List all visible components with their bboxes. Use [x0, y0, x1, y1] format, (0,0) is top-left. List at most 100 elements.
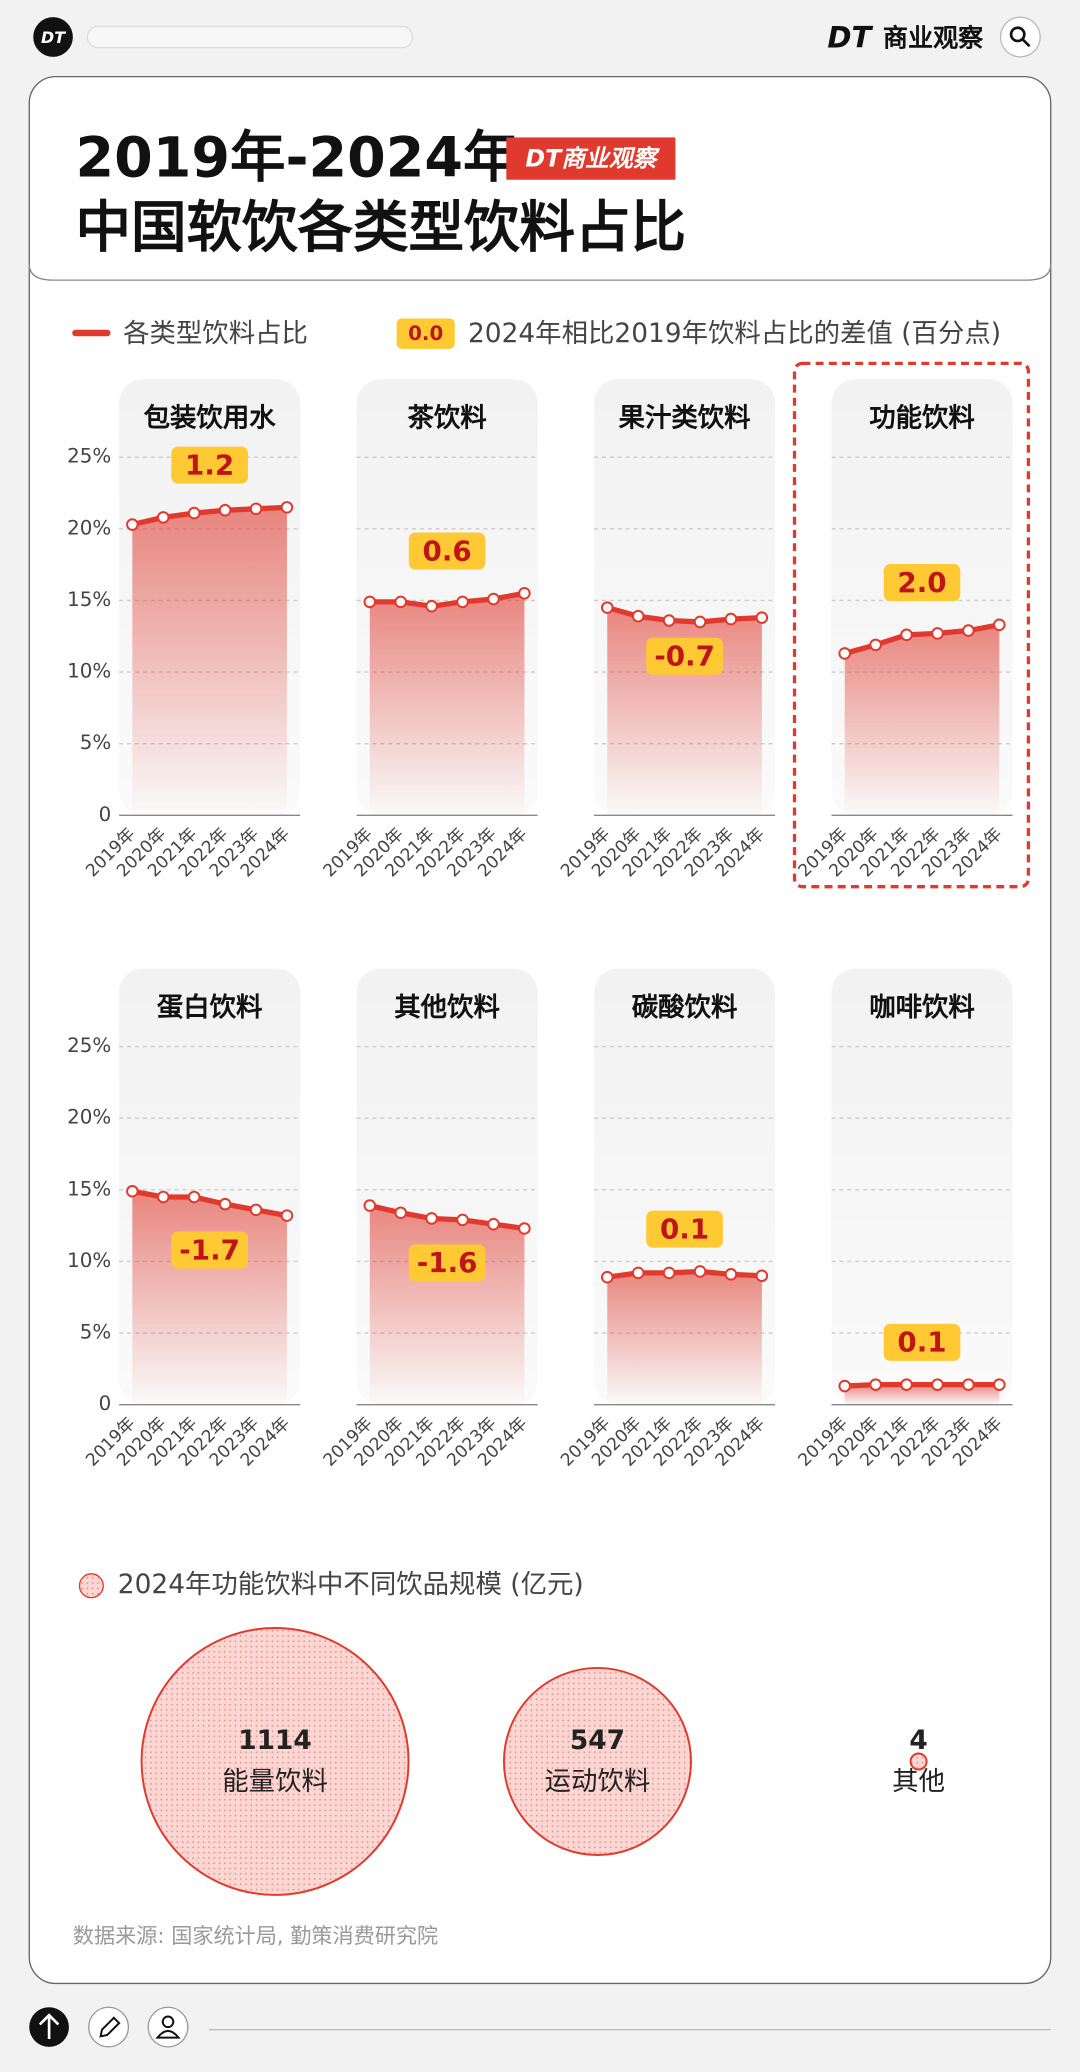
point — [280, 1209, 294, 1222]
bubble-value: 547 — [570, 1725, 625, 1756]
change-label: 0.1 — [897, 1326, 946, 1359]
point — [156, 511, 170, 524]
point — [900, 628, 913, 642]
area — [844, 1384, 1000, 1405]
point — [126, 518, 139, 531]
search-button[interactable] — [999, 16, 1041, 58]
bubble — [502, 1666, 692, 1856]
point — [456, 1213, 469, 1227]
point — [394, 595, 407, 609]
panel-title: 包装饮用水 — [144, 402, 277, 433]
bubble-name: 运动饮料 — [545, 1766, 651, 1797]
area — [132, 1191, 287, 1405]
legend-text: 各类型饮料占比 — [123, 318, 308, 349]
edit-button[interactable] — [88, 2006, 130, 2048]
brand-name: 商业观察 — [883, 24, 984, 53]
point — [662, 614, 676, 627]
change-badge — [883, 564, 961, 602]
point — [931, 627, 944, 640]
source: 数据来源: 国家统计局, 勤策消费研究院 — [73, 1923, 438, 1948]
y-tick-label: 10% — [67, 1249, 111, 1272]
point — [724, 1268, 738, 1281]
search-icon — [1022, 38, 1031, 48]
change-label: -0.7 — [654, 640, 715, 673]
point — [693, 1265, 707, 1278]
area — [844, 624, 1000, 816]
card-divider — [28, 264, 1052, 281]
edit-icon — [99, 2016, 121, 2038]
point — [280, 501, 294, 514]
y-tick-label: 5% — [80, 1321, 111, 1344]
point — [900, 1378, 913, 1391]
point — [662, 1266, 676, 1280]
panel — [831, 968, 1013, 1405]
panel-title: 其他饮料 — [394, 992, 500, 1023]
point — [456, 595, 469, 609]
point — [394, 1206, 407, 1220]
point — [218, 503, 232, 517]
point — [693, 615, 707, 629]
point — [755, 611, 769, 624]
change-badge — [408, 1244, 486, 1282]
area — [369, 593, 525, 816]
point — [838, 647, 851, 660]
point — [425, 599, 438, 613]
point — [755, 1269, 769, 1283]
profile-icon — [161, 2015, 175, 2029]
point — [838, 1379, 851, 1393]
point — [487, 1217, 500, 1231]
point — [487, 592, 500, 606]
point — [518, 587, 531, 600]
change-label: 2.0 — [897, 566, 946, 599]
y-tick-label: 5% — [80, 731, 111, 754]
point — [187, 506, 201, 520]
title: 2019年-2024年 — [76, 125, 519, 190]
bubble-value: 1114 — [238, 1725, 312, 1756]
bubble-name: 其他 — [892, 1766, 945, 1797]
y-tick-label: 10% — [67, 660, 111, 683]
change-badge — [646, 637, 723, 675]
panel-title: 蛋白饮料 — [157, 992, 263, 1023]
bubble — [909, 1752, 928, 1771]
change-badge — [883, 1323, 961, 1361]
point — [425, 1212, 438, 1225]
y-tick-label: 15% — [67, 588, 111, 611]
change-badge — [171, 446, 248, 484]
y-tick-label: 25% — [67, 1034, 111, 1057]
point — [600, 601, 614, 614]
logo[interactable] — [33, 17, 73, 57]
point — [126, 1184, 139, 1198]
y-tick-label: 15% — [67, 1177, 111, 1200]
badge-text: DT商业观察 — [525, 144, 660, 172]
change-badge — [171, 1231, 248, 1269]
legend-text: 2024年相比2019年饮料占比的差值 (百分点) — [468, 318, 1001, 349]
legend-bubble — [78, 1573, 104, 1599]
point — [724, 612, 738, 626]
legend-text: 2024年功能饮料中不同饮品规模 (亿元) — [118, 1569, 584, 1600]
y-tick-label: 20% — [67, 1106, 111, 1129]
profile-icon — [155, 2030, 181, 2039]
up-icon — [38, 2013, 60, 2039]
area — [607, 607, 762, 816]
y-tick-label: 0 — [99, 803, 112, 826]
point — [249, 502, 263, 516]
change-badge — [408, 532, 486, 570]
point — [993, 1378, 1006, 1391]
point — [631, 609, 645, 623]
y-tick-label: 0 — [99, 1392, 112, 1415]
point — [931, 1378, 944, 1391]
panel-title: 咖啡饮料 — [869, 992, 975, 1023]
point — [962, 624, 975, 637]
point — [993, 618, 1006, 632]
legend-badge — [396, 318, 455, 349]
point — [600, 1270, 614, 1284]
point — [869, 638, 882, 652]
search-bar[interactable] — [86, 25, 414, 49]
legend-badge-text: 0.0 — [408, 322, 443, 345]
panel-title: 茶饮料 — [407, 402, 487, 433]
change-label: 1.2 — [185, 448, 234, 481]
point — [249, 1203, 263, 1217]
change-label: -1.6 — [417, 1246, 478, 1279]
y-tick-label: 25% — [67, 445, 111, 468]
